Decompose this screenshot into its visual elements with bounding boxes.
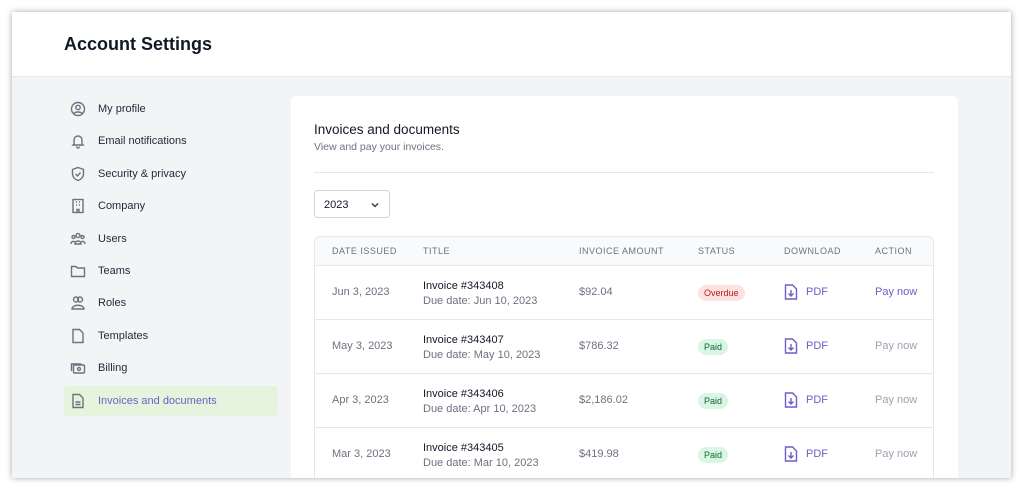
- col-action: ACTION: [875, 246, 913, 256]
- table-header: DATE ISSUED TITLE INVOICE AMOUNT STATUS …: [315, 237, 933, 265]
- invoice-number: Invoice #343407: [423, 334, 504, 346]
- sidebar-item-label: Roles: [98, 297, 127, 310]
- page-title: Account Settings: [64, 34, 213, 54]
- roles-icon: [71, 296, 85, 311]
- invoice-title: Invoice #343408 Due date: Jun 10, 2023: [423, 279, 537, 309]
- file-icon: [72, 328, 84, 343]
- building-icon: [72, 198, 84, 214]
- sidebar-item-roles[interactable]: Roles: [64, 288, 278, 318]
- file-download-icon: [784, 338, 798, 354]
- sidebar-item-label: Billing: [98, 362, 128, 375]
- users-icon: [70, 232, 86, 245]
- col-title: TITLE: [423, 246, 451, 256]
- invoice-number: Invoice #343406: [423, 388, 504, 400]
- pdf-label: PDF: [806, 340, 828, 352]
- sidebar-item-label: Security & privacy: [98, 167, 187, 180]
- due-date: Due date: Jun 10, 2023: [423, 295, 538, 307]
- date-issued: May 3, 2023: [332, 340, 393, 352]
- invoice-amount: $419.98: [579, 448, 619, 460]
- status-badge: Paid: [698, 339, 729, 355]
- sidebar-item-label: Users: [98, 232, 127, 245]
- sidebar-item-users[interactable]: Users: [64, 224, 278, 254]
- sidebar-item-teams[interactable]: Teams: [64, 256, 278, 286]
- sidebar-item-invoices-and-documents[interactable]: Invoices and documents: [64, 385, 278, 416]
- col-download: DOWNLOAD: [784, 246, 842, 256]
- col-status: STATUS: [698, 246, 736, 256]
- section-title: Invoices and documents: [314, 122, 460, 137]
- pay-now-link[interactable]: Pay now: [875, 286, 918, 298]
- date-issued: Jun 3, 2023: [332, 286, 390, 298]
- date-issued: Mar 3, 2023: [332, 448, 391, 460]
- invoice-amount: $2,186.02: [579, 394, 628, 406]
- invoice-amount: $786.32: [579, 340, 619, 352]
- pdf-label: PDF: [806, 394, 828, 406]
- sidebar-item-templates[interactable]: Templates: [64, 321, 278, 351]
- table-row: Jun 3, 2023 Invoice #343408 Due date: Jun…: [315, 265, 933, 319]
- col-date: DATE ISSUED: [332, 246, 397, 256]
- file-download-icon: [784, 446, 798, 462]
- col-amount: INVOICE AMOUNT: [579, 246, 665, 256]
- sidebar-item-my-profile[interactable]: My profile: [64, 94, 278, 124]
- year-select-value: 2023: [324, 199, 349, 211]
- invoice-amount: $92.04: [579, 286, 613, 298]
- file-download-icon: [784, 392, 798, 408]
- pdf-label: PDF: [806, 286, 828, 298]
- header: Account Settings: [12, 12, 1011, 77]
- sidebar-item-security-privacy[interactable]: Security & privacy: [64, 159, 278, 189]
- date-issued: Apr 3, 2023: [332, 394, 389, 406]
- shield-check-icon: [71, 166, 85, 182]
- table-row: Apr 3, 2023 Invoice #343406 Due date: Apr…: [315, 373, 933, 427]
- sidebar-item-email-notifications[interactable]: Email notifications: [64, 126, 278, 156]
- sidebar-item-label: My profile: [98, 103, 146, 115]
- sidebar-item-company[interactable]: Company: [64, 191, 278, 221]
- status-badge: Paid: [698, 393, 729, 409]
- invoice-title: Invoice #343406 Due date: Apr 10, 2023: [423, 387, 536, 417]
- invoice-number: Invoice #343408: [423, 280, 504, 292]
- user-circle-icon: [70, 101, 86, 117]
- sidebar-item-label: Email notifications: [98, 135, 187, 148]
- sidebar-item-label: Templates: [98, 329, 149, 342]
- due-date: Due date: Mar 10, 2023: [423, 457, 539, 469]
- pay-now-link[interactable]: Pay now: [875, 448, 918, 460]
- folder-icon: [70, 265, 86, 278]
- status-badge: Overdue: [698, 285, 745, 301]
- document-icon: [72, 393, 84, 408]
- download-pdf-link[interactable]: PDF: [784, 392, 828, 408]
- download-pdf-link[interactable]: PDF: [784, 284, 828, 300]
- sidebar-item-label: Teams: [98, 264, 131, 277]
- year-select[interactable]: 2023: [314, 190, 390, 218]
- file-download-icon: [784, 284, 798, 300]
- sidebar-item-label: Company: [98, 200, 146, 213]
- chevron-down-icon: [371, 202, 379, 208]
- bell-icon: [71, 135, 85, 150]
- pay-now-link[interactable]: Pay now: [875, 340, 918, 352]
- download-pdf-link[interactable]: PDF: [784, 338, 828, 354]
- invoice-title: Invoice #343407 Due date: May 10, 2023: [423, 333, 540, 363]
- divider: [314, 172, 934, 173]
- sidebar-item-billing[interactable]: Billing: [64, 353, 278, 383]
- billing-icon: [70, 363, 86, 374]
- app-window: Account Settings My profile Email notific…: [12, 12, 1011, 478]
- table-row: Mar 3, 2023 Invoice #343405 Due date: Mar…: [315, 427, 933, 478]
- invoices-table: DATE ISSUED TITLE INVOICE AMOUNT STATUS …: [314, 236, 934, 478]
- table-row: May 3, 2023 Invoice #343407 Due date: May…: [315, 319, 933, 373]
- invoices-card: Invoices and documents View and pay your…: [291, 96, 958, 478]
- invoice-title: Invoice #343405 Due date: Mar 10, 2023: [423, 441, 539, 471]
- section-subtitle: View and pay your invoices.: [314, 141, 444, 153]
- pay-now-link[interactable]: Pay now: [875, 394, 918, 406]
- sidebar: My profile Email notifications Security & …: [64, 94, 278, 418]
- sidebar-item-label: Invoices and documents: [98, 394, 217, 407]
- download-pdf-link[interactable]: PDF: [784, 446, 828, 462]
- pdf-label: PDF: [806, 448, 828, 460]
- due-date: Due date: May 10, 2023: [423, 349, 541, 361]
- status-badge: Paid: [698, 447, 729, 463]
- invoice-number: Invoice #343405: [423, 442, 504, 454]
- due-date: Due date: Apr 10, 2023: [423, 403, 537, 415]
